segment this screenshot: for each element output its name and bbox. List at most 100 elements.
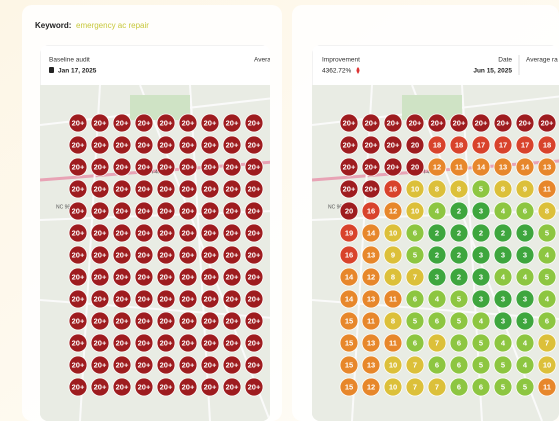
rank-value: 20+ (72, 382, 85, 391)
rank-pin (112, 113, 132, 133)
rank-value: 4 (501, 272, 506, 281)
rank-value: 20+ (72, 360, 85, 369)
rank-value: 4 (523, 338, 528, 347)
rank-value: 20+ (116, 338, 129, 347)
rank-value: 10 (411, 206, 419, 215)
rank-value: 20+ (138, 228, 151, 237)
rank-value: 20+ (365, 184, 378, 193)
rank-pin (156, 289, 176, 309)
rank-value: 20+ (541, 118, 554, 127)
rank-pin (134, 267, 154, 287)
rank-value: 6 (457, 382, 461, 391)
rank-pin (68, 355, 88, 375)
rank-pin (134, 377, 154, 397)
rank-pin (244, 333, 264, 353)
rank-pin (493, 267, 513, 287)
rank-value: 5 (413, 316, 417, 325)
rank-value: 4 (545, 250, 550, 259)
map-label: NC 96 (328, 204, 342, 210)
rank-pin (449, 289, 469, 309)
rank-value: 20+ (226, 294, 239, 303)
rank-value: 17 (477, 140, 485, 149)
rank-value: 3 (479, 206, 483, 215)
rank-pin (537, 245, 557, 265)
rank-value: 20+ (365, 162, 378, 171)
rank-pin (383, 267, 403, 287)
rank-pin (515, 223, 535, 243)
rank-pin (515, 113, 535, 133)
rank-pin (383, 135, 403, 155)
rank-pin (339, 355, 359, 375)
rank-pin (178, 355, 198, 375)
rank-pin (383, 245, 403, 265)
rank-value: 20+ (204, 294, 217, 303)
rank-pin (449, 333, 469, 353)
rank-pin (112, 223, 132, 243)
rank-pin (383, 113, 403, 133)
rank-value: 6 (413, 294, 417, 303)
rank-pin (537, 201, 557, 221)
rank-pin (90, 135, 110, 155)
rank-pin (515, 289, 535, 309)
rank-value: 20+ (94, 360, 107, 369)
rank-value: 20+ (94, 228, 107, 237)
rank-value: 15 (345, 316, 353, 325)
rank-value: 7 (545, 338, 549, 347)
rank-value: 20+ (138, 360, 151, 369)
rank-value: 20+ (138, 382, 151, 391)
rank-value: 5 (545, 272, 549, 281)
rank-value: 20+ (226, 140, 239, 149)
rank-pin (178, 245, 198, 265)
rank-value: 20+ (160, 250, 173, 259)
rank-pin (244, 157, 264, 177)
rank-pin (178, 333, 198, 353)
rank-value: 20+ (204, 382, 217, 391)
rank-value: 20+ (248, 250, 261, 259)
rank-value: 20+ (182, 272, 195, 281)
rank-pin (427, 289, 447, 309)
rank-pin (471, 377, 491, 397)
rank-pin (134, 311, 154, 331)
rank-value: 20+ (116, 316, 129, 325)
rank-value: 14 (345, 294, 354, 303)
rank-pin (156, 333, 176, 353)
rank-pin (156, 311, 176, 331)
rank-pin (361, 355, 381, 375)
rank-pin (427, 201, 447, 221)
rank-pin (493, 355, 513, 375)
rank-value: 20+ (116, 140, 129, 149)
rank-value: 20+ (365, 118, 378, 127)
rank-pin (383, 333, 403, 353)
rank-value: 20+ (138, 250, 151, 259)
rank-pin (427, 113, 447, 133)
rank-pin (383, 223, 403, 243)
rank-pin (68, 179, 88, 199)
rank-value: 20+ (182, 316, 195, 325)
rank-pin (244, 355, 264, 375)
rank-pin (471, 223, 491, 243)
rank-pin (244, 201, 264, 221)
rank-pin (471, 157, 491, 177)
rank-pin (537, 113, 557, 133)
rank-pin (361, 157, 381, 177)
rank-value: 3 (479, 294, 483, 303)
rank-value: 11 (367, 316, 375, 325)
rank-pin (361, 289, 381, 309)
rank-value: 4 (435, 206, 440, 215)
rank-value: 20+ (387, 118, 400, 127)
rank-pin (134, 223, 154, 243)
rank-value: 8 (501, 184, 505, 193)
rank-pin (339, 223, 359, 243)
rank-value: 11 (455, 162, 463, 171)
rank-value: 20+ (387, 162, 400, 171)
rank-pin (222, 201, 242, 221)
rank-value: 6 (413, 338, 417, 347)
rank-value: 20+ (116, 250, 129, 259)
rank-grid: 20+ 20+ 20+ 20+ 20+ 20+ 20+ 20+ 20+ 20+ 20+ 20+ 20+ 2… (339, 113, 557, 397)
rank-value: 20+ (248, 272, 261, 281)
rank-value: 20+ (226, 228, 239, 237)
rank-value: 20+ (343, 140, 356, 149)
rank-value: 3 (523, 228, 527, 237)
rank-pin (90, 245, 110, 265)
rank-pin (383, 289, 403, 309)
